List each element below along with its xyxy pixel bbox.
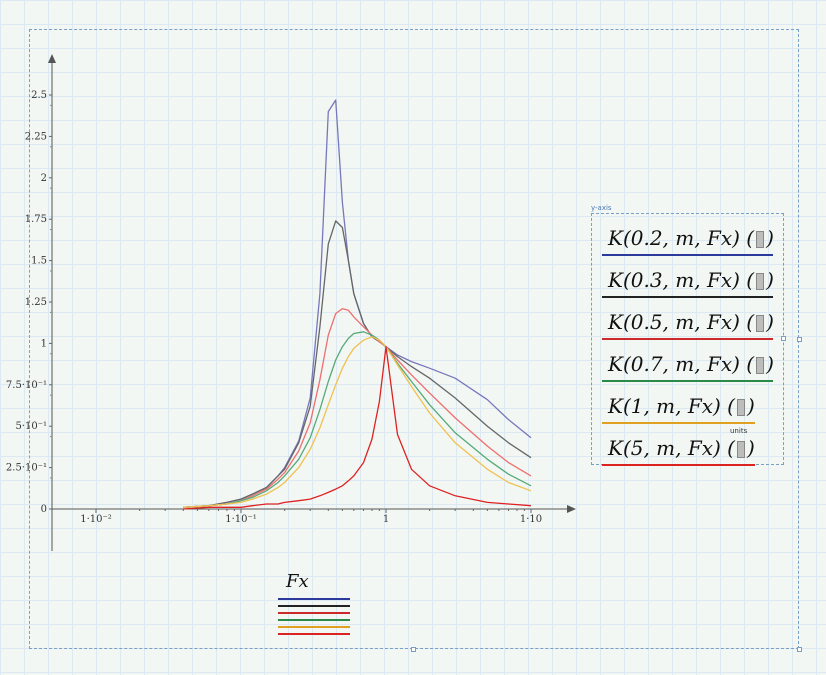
y-tick-label: 2.25 (25, 131, 47, 142)
legend-expression-text: K(0.7, m, Fx) (608, 352, 740, 376)
legend-entry[interactable]: K(0.3, m, Fx) () (602, 264, 774, 298)
legend-entry-expression[interactable]: K(0.2, m, Fx) () (608, 226, 774, 250)
placeholder-open-paren: ( (720, 394, 735, 418)
chart-series (183, 99, 532, 510)
y-tick-label: 2 (41, 173, 47, 184)
series-line (183, 336, 532, 508)
y-tick-label: 2.5·10⁻¹ (6, 463, 47, 474)
legend-entry[interactable]: K(0.5, m, Fx) () (602, 306, 774, 340)
legend-entry[interactable]: K(0.2, m, Fx) () (602, 222, 774, 256)
units-placeholder[interactable] (737, 441, 745, 458)
x-tick-label: 1 (383, 514, 389, 525)
x-axis-variable[interactable]: Fx (286, 571, 309, 592)
legend-entry-expression[interactable]: K(0.5, m, Fx) () (608, 310, 774, 334)
legend-line-swatch (602, 296, 773, 298)
y-tick-label: 1.75 (25, 214, 47, 225)
legend-entry[interactable]: K(5, m, Fx) () (602, 432, 762, 466)
units-placeholder[interactable] (737, 399, 745, 416)
legend-line-swatch (602, 422, 755, 424)
legend[interactable]: K(0.2, m, Fx) () K(0.3, m, Fx) () K(0.5, m… (591, 213, 784, 466)
legend-expression-text: K(0.3, m, Fx) (608, 268, 740, 292)
placeholder-open-paren: ( (739, 352, 755, 376)
legend-line-swatch (602, 254, 773, 256)
units-placeholder[interactable] (756, 231, 765, 248)
x-axis-arrow (567, 505, 576, 513)
legend-expression-text: K(5, m, Fx) (608, 436, 721, 460)
x-axis-trace-line (278, 626, 350, 628)
placeholder-close-paren: ) (747, 394, 755, 418)
y-tick-label: 2.5 (31, 90, 47, 101)
x-tick-label: 1·10 (520, 514, 542, 525)
x-axis-trace-line (278, 598, 350, 600)
placeholder-close-paren: ) (747, 436, 755, 460)
x-tick-label: 1·10⁻² (80, 514, 112, 525)
legend-entry[interactable]: K(1, m, Fx) () (602, 390, 762, 424)
placeholder-open-paren: ( (739, 268, 755, 292)
y-tick-label: 0 (41, 504, 47, 515)
legend-expression-text: K(0.2, m, Fx) (608, 226, 740, 250)
x-axis-trace-line (278, 605, 350, 607)
region-resize-handle-corner[interactable] (797, 647, 802, 652)
x-axis-trace-line (278, 612, 350, 614)
legend-line-swatch (602, 380, 773, 382)
x-tick-label: 1·10⁻¹ (225, 514, 257, 525)
y-tick-label: 1.25 (25, 297, 47, 308)
region-resize-handle-bottom[interactable] (411, 647, 416, 652)
y-tick-label: 1 (41, 338, 47, 349)
series-line (183, 331, 532, 508)
legend-caption: y-axis (591, 204, 612, 212)
placeholder-open-paren: ( (739, 310, 755, 334)
units-label: units (730, 427, 748, 435)
legend-resize-handle[interactable] (781, 336, 786, 341)
units-placeholder[interactable] (756, 315, 765, 332)
series-line (183, 346, 532, 510)
legend-entry-expression[interactable]: K(1, m, Fx) () (608, 394, 755, 418)
placeholder-close-paren: ) (766, 226, 774, 250)
placeholder-open-paren: ( (739, 226, 755, 250)
legend-entry[interactable]: K(0.7, m, Fx) () (602, 348, 774, 382)
legend-line-swatch (602, 464, 755, 466)
y-tick-label: 5·10⁻¹ (15, 421, 47, 432)
x-axis-trace-line (278, 633, 350, 635)
placeholder-close-paren: ) (766, 310, 774, 334)
legend-line-swatch (602, 338, 773, 340)
series-line (183, 307, 532, 508)
chart-axes: 1·10⁻² 1·10⁻¹ 1 1·10 0 2.5·10⁻¹ 5·10⁻¹ 7.5·10⁻¹… (6, 54, 576, 551)
x-axis-trace-line (278, 619, 350, 621)
legend-entry-expression[interactable]: K(5, m, Fx) () (608, 436, 755, 460)
placeholder-open-paren: ( (720, 436, 735, 460)
region-resize-handle-right[interactable] (797, 337, 802, 342)
series-line (183, 220, 532, 508)
legend-entry-expression[interactable]: K(0.7, m, Fx) () (608, 352, 774, 376)
y-axis-arrow (48, 54, 56, 63)
units-placeholder[interactable] (756, 357, 765, 374)
placeholder-close-paren: ) (766, 268, 774, 292)
y-tick-label: 1.5 (31, 256, 47, 267)
y-tick-label: 7.5·10⁻¹ (6, 380, 47, 391)
placeholder-close-paren: ) (766, 352, 774, 376)
legend-expression-text: K(0.5, m, Fx) (608, 310, 740, 334)
units-placeholder[interactable] (756, 273, 765, 290)
legend-expression-text: K(1, m, Fx) (608, 394, 721, 418)
legend-entry-expression[interactable]: K(0.3, m, Fx) () (608, 268, 774, 292)
